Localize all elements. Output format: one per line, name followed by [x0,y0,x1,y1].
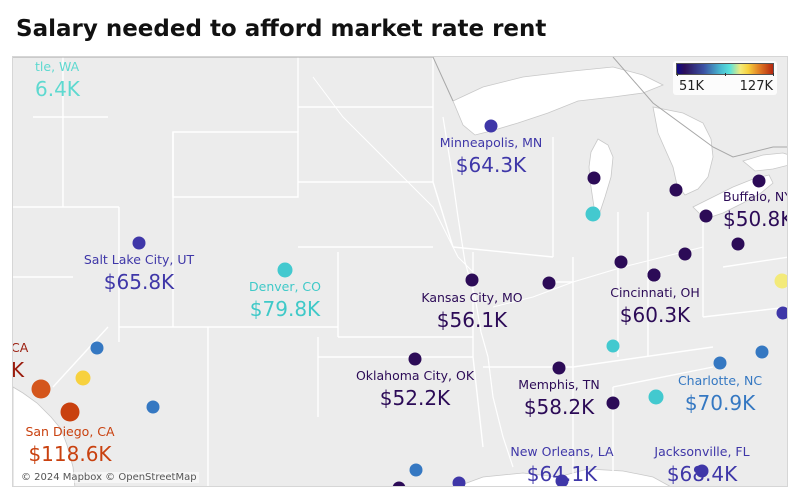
label-new-orleans: New Orleans, LA $64.1K [510,444,614,486]
houston-point[interactable] [452,476,466,488]
city-name: New Orleans, LA [510,444,614,459]
detroit-point[interactable] [699,209,713,223]
label-los-angeles: CA K [12,340,29,382]
legend-tick-mark [725,73,726,76]
map-canvas[interactable]: tle, WA 6.4K Minneapolis, MN $64.3K Buff… [12,56,788,487]
raleigh-point[interactable] [755,345,769,359]
city-name: Buffalo, NY [723,189,788,204]
page-title: Salary needed to afford market rate rent [16,16,547,42]
city-name: Kansas City, MO [421,290,523,305]
city-name: Oklahoma City, OK [355,368,475,383]
city-salary: $56.1K [436,307,508,332]
state-boundaries [13,57,787,486]
las-vegas-point[interactable] [90,341,104,355]
cincinnati-point[interactable] [647,268,661,282]
atlanta-point[interactable] [648,389,664,405]
city-points [31,119,789,488]
label-oklahoma-city: Oklahoma City, OK $52.2K [355,368,475,410]
city-salary: $118.6K [28,441,112,466]
denver-point[interactable] [277,262,293,278]
map-attribution[interactable]: © 2024 Mapbox © OpenStreetMap [19,472,199,483]
san-diego-point[interactable] [60,402,80,422]
memphis-point[interactable] [552,361,566,375]
legend-tick-mark [677,73,678,76]
legend-max-label: 127K [739,79,773,94]
city-name: tle, WA [35,59,80,74]
city-salary: $58.2K [523,394,595,419]
chicago-point[interactable] [585,206,601,222]
city-salary: $50.8K [723,206,788,231]
city-name: San Diego, CA [25,424,115,439]
color-legend: 51K 127K [673,61,777,95]
milwaukee-point[interactable] [587,171,601,185]
pacific-ocean [13,386,76,486]
label-salt-lake-city: Salt Lake City, UT $65.8K [83,252,195,294]
city-salary: $64.1K [526,461,598,486]
city-salary: $60.3K [619,302,691,327]
label-memphis: Memphis, TN $58.2K [518,377,600,419]
city-salary: $64.3K [455,152,527,177]
label-buffalo: Buffalo, NY $50.8K [723,189,788,231]
oklahoma-city-point[interactable] [408,352,422,366]
city-name: Cincinnati, OH [610,285,700,300]
label-san-diego: San Diego, CA $118.6K [25,424,115,466]
richmond-point[interactable] [776,306,789,320]
st-louis-point[interactable] [542,276,556,290]
city-name: Charlotte, NC [677,373,763,388]
cleveland-point[interactable] [678,247,692,261]
salt-lake-city-point[interactable] [132,236,146,250]
country-border [13,57,787,158]
city-name: Salt Lake City, UT [83,252,195,267]
grand-rapids-point[interactable] [669,183,683,197]
label-seattle: tle, WA 6.4K [35,59,80,101]
label-minneapolis: Minneapolis, MN $64.3K [439,135,543,177]
city-name: CA [12,340,29,355]
map-basemap [13,57,789,488]
label-jacksonville: Jacksonville, FL $68.4K [654,444,750,486]
minneapolis-point[interactable] [484,119,498,133]
riverside-point[interactable] [75,370,91,386]
city-salary: 6.4K [35,76,80,101]
label-kansas-city: Kansas City, MO $56.1K [421,290,523,332]
dallas-point[interactable] [409,463,423,477]
city-name: Minneapolis, MN [439,135,543,150]
phoenix-point[interactable] [146,400,160,414]
lake-erie [692,174,774,220]
lake-ontario [742,152,787,172]
city-salary: $68.4K [666,461,738,486]
indianapolis-point[interactable] [614,255,628,269]
nashville-point[interactable] [606,339,620,353]
city-name: Jacksonville, FL [654,444,750,459]
pittsburgh-point[interactable] [731,237,745,251]
ohio-river [492,246,704,308]
missouri-river [312,76,474,273]
kansas-city-point[interactable] [465,273,479,287]
label-cincinnati: Cincinnati, OH $60.3K [610,285,700,327]
city-name: Denver, CO [249,279,321,294]
city-salary: $65.8K [103,269,175,294]
new-orleans-point[interactable] [555,474,569,488]
austin-point[interactable] [392,481,406,488]
charlotte-point[interactable] [713,356,727,370]
buffalo-point[interactable] [752,174,766,188]
jacksonville-point[interactable] [695,464,709,478]
city-salary: $52.2K [379,385,451,410]
city-name: Memphis, TN [518,377,600,392]
label-charlotte: Charlotte, NC $70.9K [677,373,763,415]
city-salary: K [12,357,25,382]
city-salary: $70.9K [684,390,756,415]
washington-point[interactable] [774,273,789,289]
label-denver: Denver, CO $79.8K [249,279,321,321]
birmingham-point[interactable] [606,396,620,410]
lake-superior [452,66,664,136]
legend-tick-mark [773,73,774,76]
lake-huron [652,106,714,196]
mississippi-river [442,116,514,468]
city-salary: $79.8K [249,296,321,321]
los-angeles-point[interactable] [31,379,51,399]
legend-min-label: 51K [679,79,705,94]
